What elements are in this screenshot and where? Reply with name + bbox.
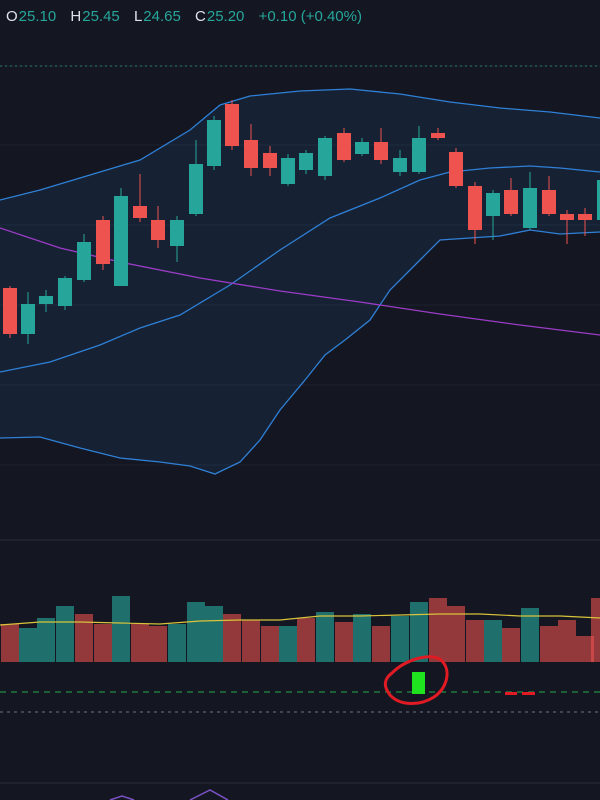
signal-dash bbox=[522, 692, 535, 695]
candlestick bbox=[114, 196, 128, 286]
candlestick bbox=[431, 133, 445, 138]
volume-bar bbox=[168, 624, 186, 662]
bollinger-upper-line bbox=[0, 88, 600, 201]
candlestick bbox=[207, 120, 221, 166]
volume-bar bbox=[279, 626, 297, 662]
oscillator-line bbox=[109, 795, 135, 800]
bollinger-middle-line bbox=[0, 165, 600, 373]
volume-bar bbox=[37, 618, 55, 662]
candlestick bbox=[374, 142, 388, 160]
candlestick bbox=[299, 153, 313, 170]
candlestick bbox=[597, 180, 600, 220]
candlestick bbox=[449, 152, 463, 186]
volume-bar bbox=[242, 620, 260, 662]
volume-bar bbox=[447, 606, 465, 662]
volume-bar bbox=[391, 616, 409, 662]
volume-bar bbox=[335, 622, 353, 662]
volume-bar bbox=[372, 626, 390, 662]
high-label: H bbox=[70, 8, 82, 25]
volume-bar bbox=[576, 636, 594, 662]
candlestick bbox=[244, 140, 258, 168]
volume-bar bbox=[502, 628, 520, 662]
candlestick bbox=[523, 188, 537, 228]
volume-bar bbox=[316, 612, 334, 662]
volume-bar bbox=[540, 626, 558, 662]
candlestick bbox=[486, 193, 500, 216]
volume-bar bbox=[1, 624, 19, 662]
volume-bar bbox=[75, 614, 93, 662]
volume-bar bbox=[410, 602, 428, 662]
volume-bar bbox=[521, 608, 539, 662]
candlestick bbox=[393, 158, 407, 172]
candlestick bbox=[355, 142, 369, 154]
candlestick bbox=[133, 206, 147, 218]
volume-bar bbox=[558, 620, 576, 662]
candlestick bbox=[281, 158, 295, 184]
volume-bar bbox=[19, 628, 37, 662]
volume-bar bbox=[205, 606, 223, 662]
close-value: 25.20 bbox=[206, 8, 245, 25]
candlestick bbox=[412, 138, 426, 172]
high-value: 25.45 bbox=[82, 8, 120, 25]
change-value: +0.10 (+0.40%) bbox=[258, 8, 362, 25]
signal-dash bbox=[505, 692, 517, 695]
open-value: 25.10 bbox=[18, 8, 57, 25]
bollinger-lower-line bbox=[0, 229, 600, 475]
candlestick bbox=[21, 304, 35, 334]
volume-bar bbox=[261, 626, 279, 662]
candlestick bbox=[77, 242, 91, 280]
close-label: C bbox=[195, 8, 206, 25]
candlestick bbox=[225, 104, 239, 146]
candlestick bbox=[504, 190, 518, 214]
volume-bar bbox=[187, 602, 205, 662]
volume-bar bbox=[112, 596, 130, 662]
volume-bar bbox=[466, 620, 484, 662]
volume-bar bbox=[94, 624, 112, 662]
signal-box bbox=[412, 672, 425, 694]
volume-bar bbox=[591, 598, 600, 662]
volume-bar bbox=[484, 620, 502, 662]
volume-bar bbox=[56, 606, 74, 662]
candlestick bbox=[58, 278, 72, 306]
candlestick bbox=[468, 186, 482, 230]
ohlc-legend: O25.10 H25.45 L24.65 C25.20 +0.10 (+0.40… bbox=[6, 8, 362, 25]
volume-bar bbox=[223, 614, 241, 662]
candlestick bbox=[578, 214, 592, 220]
volume-bar bbox=[353, 614, 371, 662]
volume-bar bbox=[429, 598, 447, 662]
red-circle-annotation-icon bbox=[383, 655, 449, 705]
candlestick bbox=[337, 133, 351, 160]
candlestick bbox=[39, 296, 53, 304]
low-value: 24.65 bbox=[143, 8, 181, 25]
volume-bar bbox=[149, 626, 167, 662]
volume-moving-average-line bbox=[0, 613, 600, 626]
candlestick bbox=[542, 190, 556, 214]
candlestick bbox=[263, 153, 277, 168]
open-label: O bbox=[6, 8, 18, 25]
volume-bar bbox=[297, 618, 315, 662]
oscillator-line bbox=[189, 789, 229, 800]
volume-bar bbox=[131, 624, 149, 662]
candlestick bbox=[3, 288, 17, 334]
candlestick bbox=[96, 220, 110, 264]
candlestick bbox=[318, 138, 332, 176]
candlestick bbox=[189, 164, 203, 214]
candlestick bbox=[560, 214, 574, 220]
low-label: L bbox=[133, 8, 143, 25]
candlestick bbox=[170, 220, 184, 246]
bollinger-band-fill bbox=[0, 89, 600, 474]
candlestick bbox=[151, 220, 165, 240]
